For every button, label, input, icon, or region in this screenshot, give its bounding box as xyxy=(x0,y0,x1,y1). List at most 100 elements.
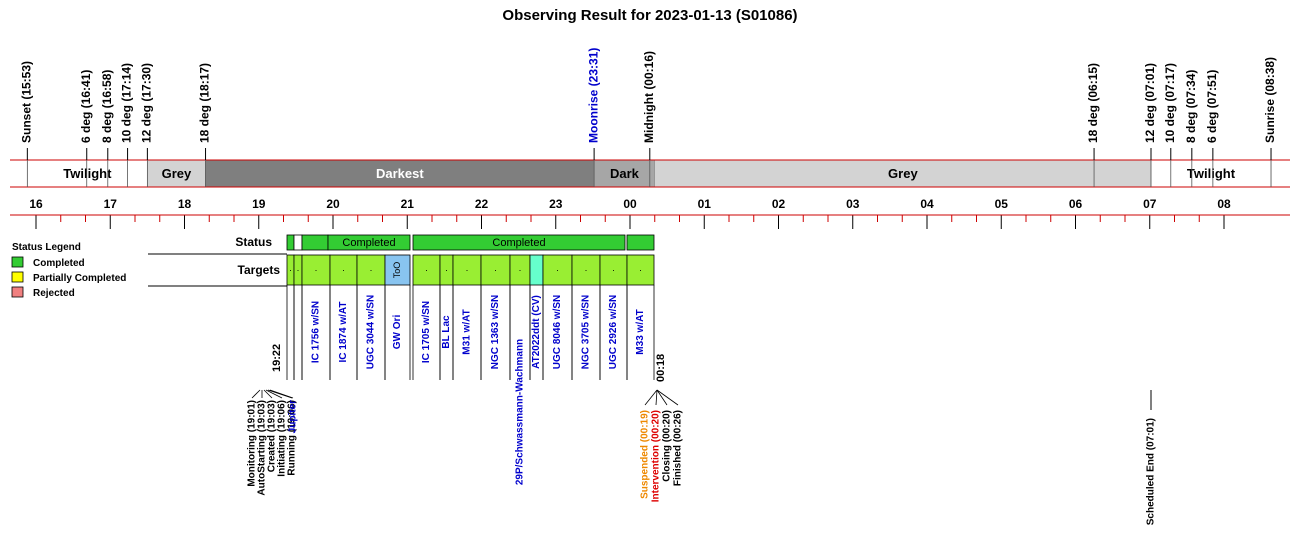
target-mark: . xyxy=(612,263,615,273)
sky-event-label: 8 deg (16:58) xyxy=(100,70,114,143)
target-name: NGC 3705 w/SN xyxy=(581,295,592,369)
log-event-line xyxy=(263,389,273,399)
sky-event-label: 6 deg (16:41) xyxy=(79,70,93,143)
log-event-label: Finished (00:26) xyxy=(673,410,684,486)
sky-event-label: Moonrise (23:31) xyxy=(586,48,600,143)
log-event-label: Intervention (00:20) xyxy=(651,410,662,502)
target-mark: . xyxy=(445,263,448,273)
sky-event-label: Sunset (15:53) xyxy=(20,61,34,143)
target-mark: . xyxy=(639,263,642,273)
hour-label: 03 xyxy=(846,197,860,211)
target-name: BL Lac xyxy=(441,315,452,349)
hour-label: 05 xyxy=(995,197,1009,211)
log-event-label: Initiating (19:06) xyxy=(277,400,288,477)
legend-swatch xyxy=(11,256,24,268)
sky-band xyxy=(147,159,206,188)
hour-label: 17 xyxy=(104,197,118,211)
target-name: M33 w/AT xyxy=(635,309,646,354)
target-cell xyxy=(301,254,331,286)
row-label: Status xyxy=(235,235,272,249)
hour-label: 07 xyxy=(1143,197,1157,211)
hour-label: 18 xyxy=(178,197,192,211)
sky-event-label: 12 deg (07:01) xyxy=(1143,63,1157,143)
target-name: IC 1705 w/SN xyxy=(421,301,432,363)
log-event-line xyxy=(265,389,283,399)
target-mark: . xyxy=(425,263,428,273)
sky-event-label: 12 deg (17:30) xyxy=(140,63,154,143)
hour-label: 16 xyxy=(29,197,43,211)
target-name: IC 1874 w/AT xyxy=(338,302,349,363)
hour-label: 06 xyxy=(1069,197,1083,211)
target-name: IC 1756 w/SN xyxy=(311,301,322,363)
sky-band-label: Grey xyxy=(888,166,918,181)
hour-label: 01 xyxy=(698,197,712,211)
target-mark: . xyxy=(289,263,292,273)
status-label: Completed xyxy=(342,237,395,249)
log-event-label: Monitoring (19:01) xyxy=(247,400,258,487)
end-time: 00:18 xyxy=(655,354,667,382)
target-cell xyxy=(412,254,441,286)
status-segment xyxy=(301,234,329,251)
hour-label: 22 xyxy=(475,197,489,211)
legend-label: Rejected xyxy=(33,288,75,299)
log-event-label: Suspended (00:19) xyxy=(640,410,651,499)
status-segment xyxy=(286,234,295,251)
target-cell xyxy=(542,254,573,286)
status-segment xyxy=(412,234,626,251)
target-name: AT2022ddt (CV) xyxy=(531,295,542,369)
hour-label: 23 xyxy=(549,197,563,211)
log-event-line xyxy=(269,389,294,399)
legend-swatch xyxy=(11,271,24,283)
status-label: Completed xyxy=(492,237,545,249)
log-event-line xyxy=(655,389,658,406)
log-event-label: Running (19:06) xyxy=(287,400,298,476)
sky-event-label: 8 deg (07:34) xyxy=(1184,70,1198,143)
start-time: 19:22 xyxy=(271,344,283,372)
hour-label: 19 xyxy=(252,197,266,211)
target-mark: . xyxy=(494,263,497,273)
target-name: 29P/Schwassmann-Wachmann xyxy=(515,339,526,485)
target-cell xyxy=(626,254,655,286)
hour-label: 21 xyxy=(401,197,415,211)
log-event-line xyxy=(251,389,261,399)
legend-label: Partially Completed xyxy=(33,273,126,284)
hour-label: 20 xyxy=(326,197,340,211)
log-event-line xyxy=(656,389,668,406)
hour-label: 00 xyxy=(623,197,637,211)
log-event-line xyxy=(656,389,679,406)
hour-label: 02 xyxy=(772,197,786,211)
status-segment xyxy=(327,234,411,251)
target-mark: ToO xyxy=(392,262,402,279)
target-name: GW Ori xyxy=(392,315,403,350)
target-mark: . xyxy=(370,263,373,273)
sky-band-label: Twilight xyxy=(63,166,112,181)
sky-band-label: Darkest xyxy=(376,166,424,181)
hour-label: 04 xyxy=(920,197,934,211)
log-event-label: Created (19:03) xyxy=(267,400,278,472)
target-cell xyxy=(599,254,628,286)
sky-event-label: 18 deg (18:17) xyxy=(198,63,212,143)
target-name: NGC 1363 w/SN xyxy=(490,295,501,369)
target-name: UGC 2926 w/SN xyxy=(608,295,619,369)
log-event-label: AutoStarting (19:03) xyxy=(257,400,268,496)
sky-band-label: Grey xyxy=(162,166,192,181)
sky-event-label: Sunrise (08:38) xyxy=(1263,57,1277,143)
hour-label: 08 xyxy=(1217,197,1231,211)
row-label: Targets xyxy=(238,263,281,277)
title: Observing Result for 2023-01-13 (S01086) xyxy=(502,7,797,24)
target-mark: . xyxy=(519,263,522,273)
target-mark: . xyxy=(466,263,469,273)
legend-title: Status Legend xyxy=(12,242,81,253)
log-event-label: Jupiter xyxy=(288,400,299,433)
status-segment xyxy=(293,234,303,251)
log-event-line xyxy=(644,389,658,406)
sky-event-label: 10 deg (17:14) xyxy=(120,63,134,143)
sky-event-label: 6 deg (07:51) xyxy=(1205,70,1219,143)
target-name: M31 w/AT xyxy=(462,309,473,354)
scheduled-end-label: Scheduled End (07:01) xyxy=(1146,418,1157,525)
target-mark: . xyxy=(342,263,345,273)
sky-band-label: Dark xyxy=(610,166,640,181)
target-cell xyxy=(384,254,411,286)
